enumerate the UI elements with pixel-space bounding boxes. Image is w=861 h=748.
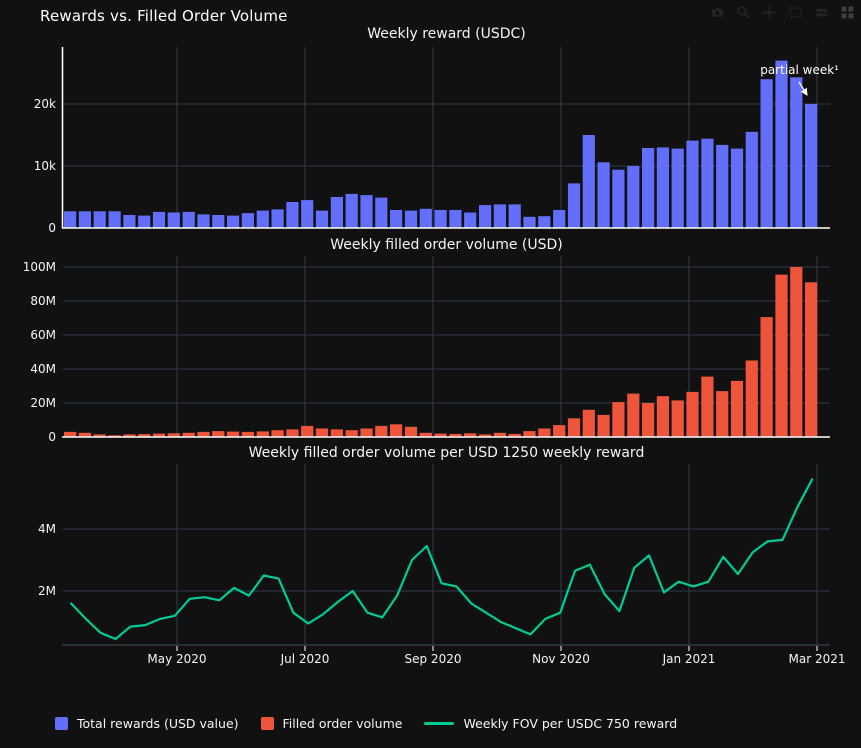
autoscale-icon[interactable] (840, 5, 855, 20)
modebar (710, 5, 855, 20)
legend-swatch-blue (55, 716, 68, 730)
subplot-title-fov-per-reward: Weekly filled order volume per USD 1250 … (248, 445, 645, 461)
svg-text:Jul 2020: Jul 2020 (280, 652, 330, 666)
svg-text:20M: 20M (30, 396, 56, 410)
svg-text:4M: 4M (38, 522, 56, 536)
svg-text:40M: 40M (30, 362, 56, 376)
svg-text:80M: 80M (30, 294, 56, 308)
svg-text:0: 0 (48, 221, 56, 235)
svg-text:60M: 60M (30, 328, 56, 342)
box-select-icon[interactable] (788, 5, 803, 20)
zoom-icon[interactable] (736, 5, 751, 20)
zoom-out-icon[interactable] (814, 5, 829, 20)
camera-icon[interactable] (710, 5, 725, 20)
annotation-partial-week: partial week¹ (760, 63, 839, 77)
legend-item-weekly-fov[interactable]: Weekly FOV per USDC 750 reward (424, 716, 677, 731)
legend-item-filled-order-volume[interactable]: Filled order volume (260, 715, 403, 731)
svg-text:100M: 100M (23, 260, 56, 274)
svg-text:0: 0 (48, 430, 56, 444)
svg-text:Mar 2021: Mar 2021 (789, 652, 846, 666)
legend-label-total-rewards: Total rewards (USD value) (77, 715, 239, 731)
svg-text:May 2020: May 2020 (147, 652, 206, 666)
svg-text:20k: 20k (34, 97, 56, 111)
pan-icon[interactable] (762, 5, 777, 20)
legend-label-filled-order-volume: Filled order volume (282, 715, 403, 731)
subplot-title-weekly-reward: Weekly reward (USDC) (367, 26, 526, 42)
legend-swatch-green-line (424, 721, 455, 725)
svg-text:Sep 2020: Sep 2020 (405, 652, 462, 666)
figure-title: Rewards vs. Filled Order Volume (40, 7, 288, 25)
svg-text:Jan 2021: Jan 2021 (662, 652, 716, 666)
svg-text:Nov 2020: Nov 2020 (532, 652, 590, 666)
legend-item-total-rewards[interactable]: Total rewards (USD value) (55, 716, 239, 731)
svg-text:2M: 2M (38, 584, 56, 598)
legend-label-weekly-fov: Weekly FOV per USDC 750 reward (463, 715, 678, 731)
legend: Total rewards (USD value) Filled order v… (55, 710, 677, 736)
legend-swatch-red (260, 716, 274, 730)
subplot-title-weekly-fov: Weekly filled order volume (USD) (330, 237, 563, 253)
svg-text:10k: 10k (34, 159, 56, 173)
